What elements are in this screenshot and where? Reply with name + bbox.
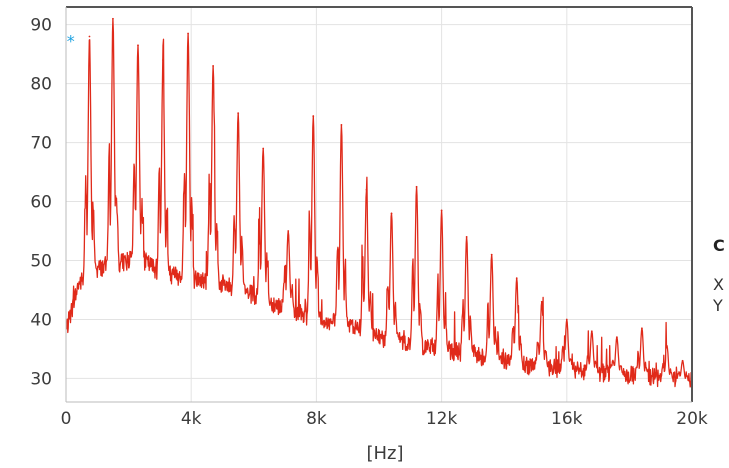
peak-point-19	[565, 318, 568, 321]
cursor-y-label: Y	[712, 296, 723, 315]
peak-point-13	[415, 185, 418, 188]
peak-point-12	[390, 212, 393, 215]
y-tick-label: 40	[30, 310, 52, 330]
peak-point-7	[262, 147, 265, 150]
x-tick-label: 4k	[181, 409, 202, 429]
x-axis-title: [Hz]	[366, 443, 403, 464]
peak-point-2	[137, 44, 139, 47]
x-tick-label: 20k	[676, 409, 708, 429]
series-group	[65, 17, 693, 388]
peak-point-9	[312, 115, 315, 117]
peak-point-15	[465, 236, 468, 238]
x-tick-label: 12k	[426, 409, 458, 429]
peak-point-8	[287, 230, 290, 232]
peak-point-10	[340, 124, 343, 126]
peak-point-18	[540, 300, 543, 303]
peak-point-3	[162, 59, 164, 61]
marker-symbol: *	[67, 31, 75, 50]
peak-point-6	[237, 112, 240, 115]
y-tick-label: 50	[30, 252, 52, 272]
plot-frame	[65, 6, 693, 403]
y-tick-label: 90	[30, 16, 52, 36]
peak-point-0	[88, 35, 91, 38]
series-line-0	[65, 18, 693, 388]
y-axis-ticks: 30 40 50 60 70 80 90	[30, 16, 52, 390]
cursor-panel: C X Y	[712, 236, 725, 315]
y-tick-label: 80	[30, 75, 52, 95]
peak-point-11	[365, 188, 368, 191]
peak-point-4	[187, 32, 189, 35]
cursor-heading: C	[713, 236, 725, 255]
peak-point-21	[615, 336, 618, 339]
x-axis-ticks: 0 4k 8k 12k 16k 20k	[61, 409, 708, 429]
y-tick-label: 70	[30, 134, 52, 154]
x-tick-label: 0	[61, 409, 72, 429]
peak-point-17	[515, 277, 518, 280]
y-tick-label: 30	[30, 369, 52, 389]
cursor-x-label: X	[713, 275, 724, 294]
x-tick-label: 8k	[306, 409, 327, 429]
y-tick-label: 60	[30, 193, 52, 213]
x-tick-label: 16k	[551, 409, 583, 429]
peak-point-16	[490, 253, 493, 256]
peak-point-20	[590, 330, 593, 333]
peak-point-23	[666, 345, 668, 347]
peak-point-5	[212, 65, 215, 67]
peak-point-24	[681, 359, 684, 362]
peak-point-22	[641, 327, 643, 330]
peak-point-14	[440, 209, 443, 212]
peak-point-1	[112, 17, 114, 20]
